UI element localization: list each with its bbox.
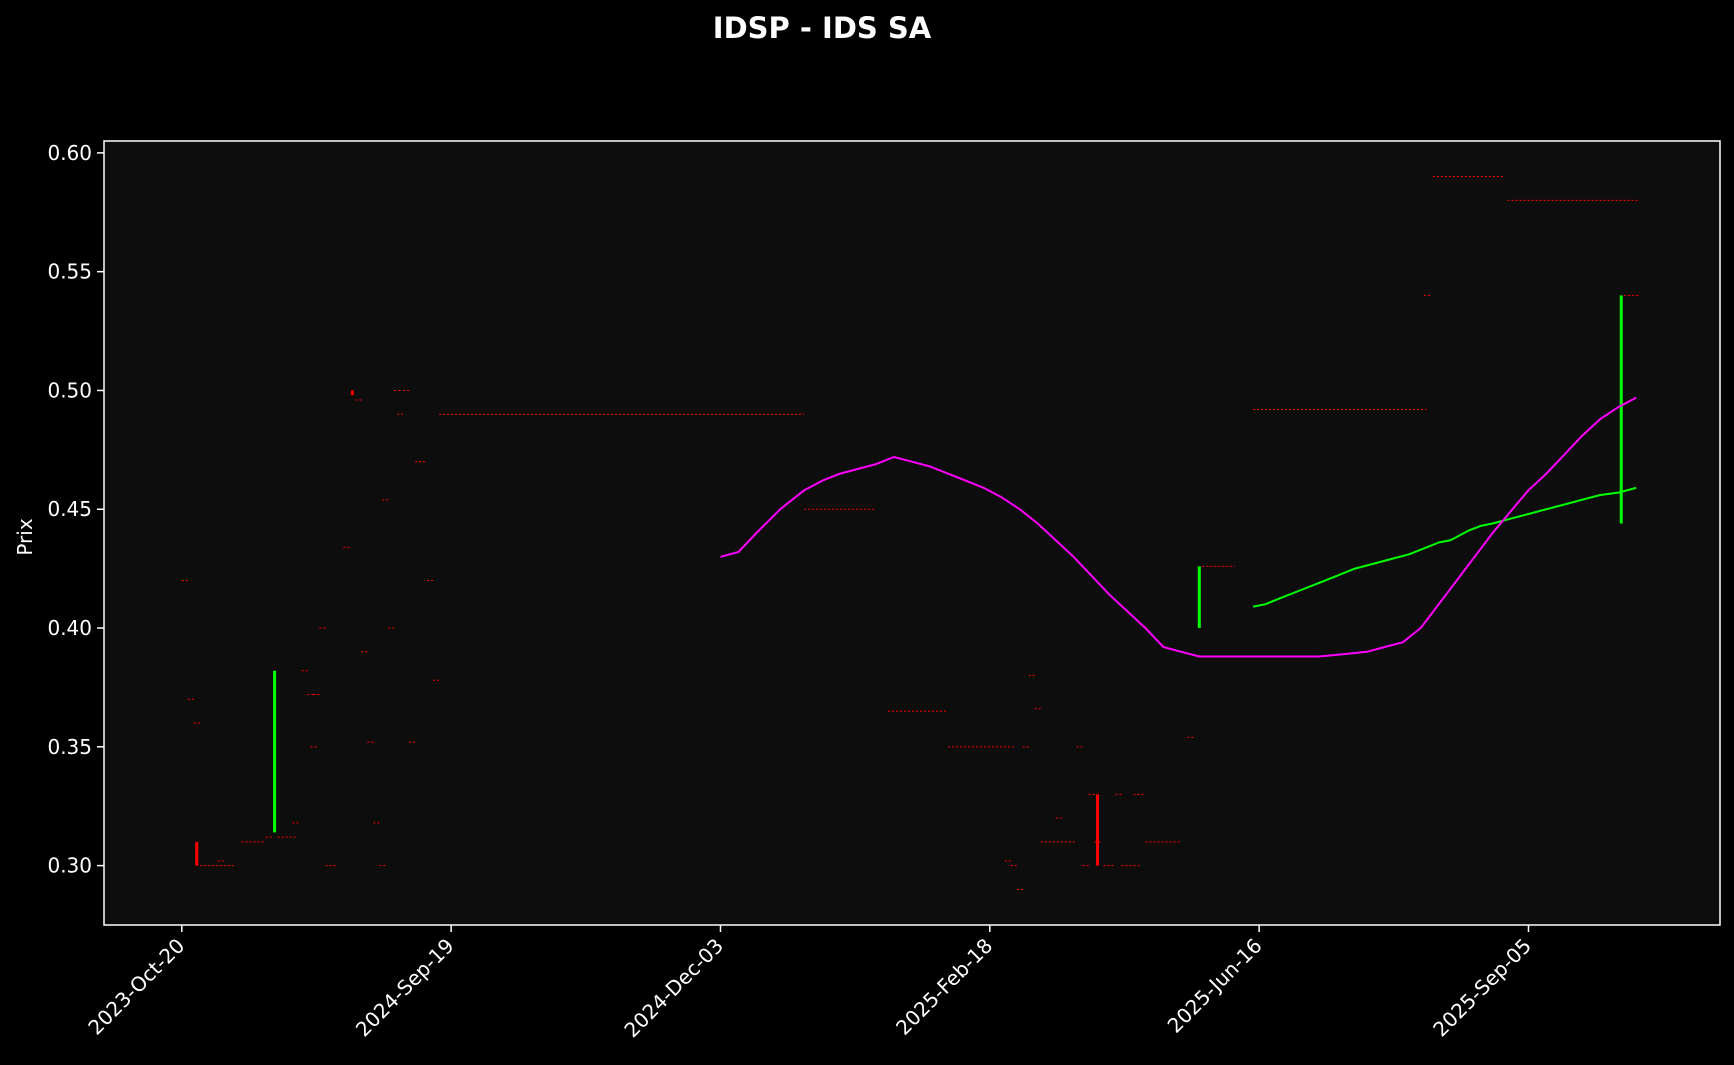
- y-tick-label: 0.35: [47, 735, 92, 759]
- candle: [1197, 566, 1201, 629]
- series-line-ma-long: [720, 396, 1637, 658]
- y-tick-label: 0.50: [47, 378, 92, 402]
- y-tick-label: 0.45: [47, 497, 92, 521]
- candle: [195, 841, 199, 866]
- price-segments: [181, 176, 1640, 890]
- y-tick-label: 0.60: [47, 141, 92, 165]
- moving-averages: [720, 396, 1637, 658]
- candles: [195, 295, 1623, 866]
- y-axis-label: Prix: [13, 518, 37, 555]
- candle: [273, 670, 277, 833]
- y-tick-label: 0.55: [47, 260, 92, 284]
- chart-title: IDSP - IDS SA: [713, 11, 932, 45]
- candle: [350, 390, 354, 396]
- series-line-ma-short: [1253, 486, 1637, 608]
- y-tick-label: 0.40: [47, 616, 92, 640]
- candle: [1096, 794, 1100, 866]
- y-tick-label: 0.30: [47, 854, 92, 878]
- candle: [1619, 295, 1623, 524]
- plot-area: [103, 140, 1721, 926]
- y-axis: 0.30 0.35 0.40 0.45 0.50 0.55 0.60: [47, 141, 104, 878]
